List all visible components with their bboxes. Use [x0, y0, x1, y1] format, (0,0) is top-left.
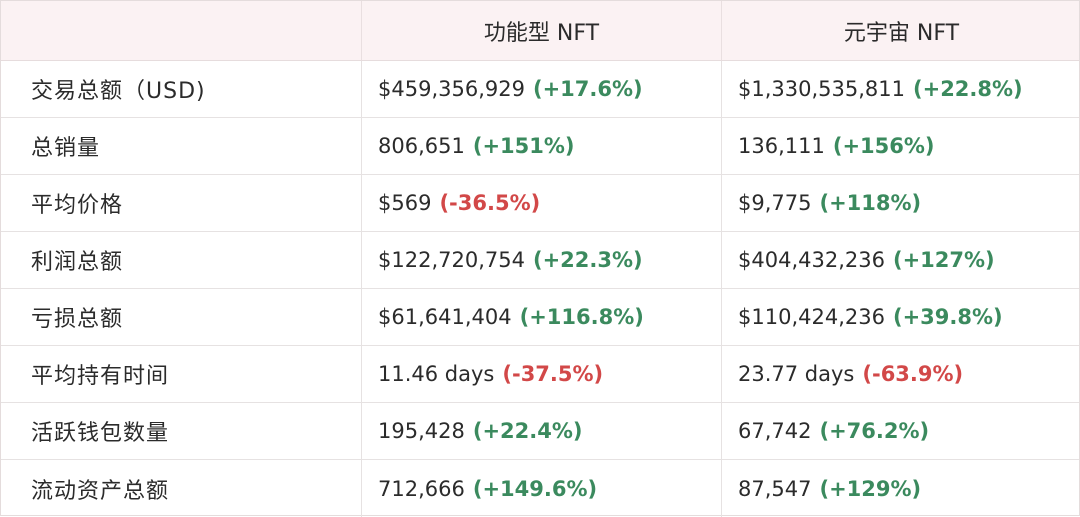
cell-change: (+149.6%)	[472, 476, 598, 501]
functional-nft-cell: $61,641,404 (+116.8%)	[361, 289, 721, 345]
functional-nft-cell: 712,666 (+149.6%)	[361, 460, 721, 517]
functional-nft-cell: 806,651 (+151%)	[361, 118, 721, 174]
table-row: 流动资产总额 712,666 (+149.6%) 87,547 (+129%)	[1, 460, 1079, 517]
metaverse-nft-cell: $110,424,236 (+39.8%)	[721, 289, 1080, 345]
metaverse-nft-cell: $1,330,535,811 (+22.8%)	[721, 61, 1080, 117]
cell-value: $122,720,754	[378, 248, 525, 272]
cell-value: 11.46 days	[378, 362, 495, 386]
cell-value: $404,432,236	[738, 248, 885, 272]
cell-value: $61,641,404	[378, 305, 512, 329]
cell-change: (-37.5%)	[502, 362, 604, 386]
cell-change: (-63.9%)	[862, 362, 964, 386]
table-row: 总销量 806,651 (+151%) 136,111 (+156%)	[1, 118, 1079, 175]
cell-change: (+39.8%)	[892, 305, 1003, 329]
row-label: 总销量	[31, 136, 101, 161]
row-label: 亏损总额	[31, 307, 124, 332]
table-row: 活跃钱包数量 195,428 (+22.4%) 67,742 (+76.2%)	[1, 403, 1079, 460]
cell-change: (+156%)	[832, 134, 935, 158]
table-row: 平均价格 $569 (-36.5%) $9,775 (+118%)	[1, 175, 1079, 232]
cell-value: 806,651	[378, 134, 465, 158]
cell-value: 712,666	[378, 476, 465, 501]
cell-change: (+129%)	[819, 476, 922, 501]
cell-value: 136,111	[738, 134, 825, 158]
cell-change: (+127%)	[892, 248, 995, 272]
cell-change: (+118%)	[819, 191, 922, 215]
header-empty-cell	[1, 1, 361, 60]
metaverse-nft-cell: 23.77 days (-63.9%)	[721, 346, 1080, 402]
metaverse-nft-cell: $9,775 (+118%)	[721, 175, 1080, 231]
functional-nft-cell: $122,720,754 (+22.3%)	[361, 232, 721, 288]
row-label: 活跃钱包数量	[31, 421, 170, 446]
functional-nft-cell: $569 (-36.5%)	[361, 175, 721, 231]
metaverse-nft-cell: 67,742 (+76.2%)	[721, 403, 1080, 459]
cell-change: (-36.5%)	[439, 191, 541, 215]
row-label: 平均持有时间	[31, 364, 170, 389]
table-row: 利润总额 $122,720,754 (+22.3%) $404,432,236 …	[1, 232, 1079, 289]
cell-change: (+22.8%)	[913, 77, 1023, 101]
table-row: 亏损总额 $61,641,404 (+116.8%) $110,424,236 …	[1, 289, 1079, 346]
metaverse-nft-cell: $404,432,236 (+127%)	[721, 232, 1080, 288]
row-label: 平均价格	[31, 193, 124, 218]
cell-value: 87,547	[738, 476, 812, 501]
table-row: 交易总额（USD) $459,356,929 (+17.6%) $1,330,5…	[1, 61, 1079, 118]
functional-nft-cell: $459,356,929 (+17.6%)	[361, 61, 721, 117]
cell-value: $110,424,236	[738, 305, 885, 329]
row-label: 利润总额	[31, 250, 124, 275]
row-label: 交易总额（USD)	[31, 79, 206, 104]
header-metaverse-nft: 元宇宙 NFT	[721, 1, 1080, 60]
cell-change: (+76.2%)	[819, 419, 930, 443]
header-functional-nft: 功能型 NFT	[361, 1, 721, 60]
cell-value: 195,428	[378, 419, 465, 443]
row-label: 流动资产总额	[31, 478, 170, 504]
cell-value: 67,742	[738, 419, 812, 443]
functional-nft-cell: 11.46 days (-37.5%)	[361, 346, 721, 402]
cell-change: (+151%)	[472, 134, 575, 158]
cell-value: $9,775	[738, 191, 812, 215]
table-row: 平均持有时间 11.46 days (-37.5%) 23.77 days (-…	[1, 346, 1079, 403]
cell-change: (+17.6%)	[532, 77, 643, 101]
metaverse-nft-cell: 87,547 (+129%)	[721, 460, 1080, 517]
cell-value: $569	[378, 191, 432, 215]
table-header-row: 功能型 NFT 元宇宙 NFT	[1, 1, 1079, 61]
cell-change: (+22.3%)	[532, 248, 643, 272]
cell-change: (+22.4%)	[472, 419, 583, 443]
cell-value: 23.77 days	[738, 362, 855, 386]
cell-value: $459,356,929	[378, 77, 525, 101]
metaverse-nft-cell: 136,111 (+156%)	[721, 118, 1080, 174]
functional-nft-cell: 195,428 (+22.4%)	[361, 403, 721, 459]
cell-value: $1,330,535,811	[738, 77, 905, 101]
cell-change: (+116.8%)	[519, 305, 644, 329]
